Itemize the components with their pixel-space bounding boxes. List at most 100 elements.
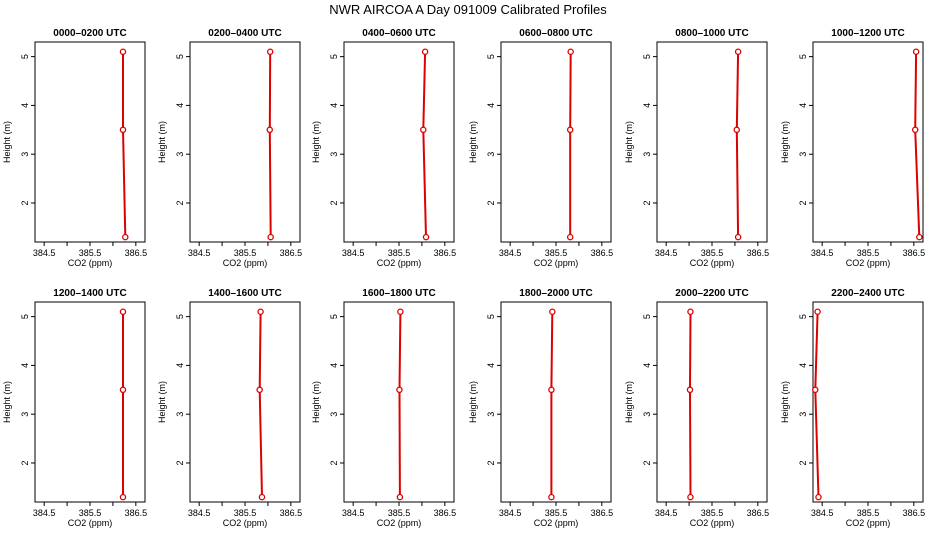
y-axis-label: Height (m) [311,381,321,423]
data-point [733,126,741,134]
y-tick-label: 3 [329,152,339,157]
plot-frame [656,301,768,503]
x-tick-label: 384.5 [811,248,834,258]
data-point [119,386,127,394]
y-tick-label: 2 [329,460,339,465]
panel-title: 2000–2200 UTC [675,288,748,299]
x-axis-label: CO2 (ppm) [68,258,113,268]
x-tick-label: 385.5 [234,508,257,518]
x-axis-label: CO2 (ppm) [223,258,268,268]
y-tick-label: 5 [20,54,30,59]
data-point [266,48,274,56]
profile-line [735,51,740,238]
x-tick-label: 385.5 [545,508,568,518]
y-tick-label: 2 [642,460,652,465]
data-point [119,308,127,316]
x-tick-label: 385.5 [857,508,880,518]
x-tick-label: 384.5 [499,248,522,258]
y-tick-label: 4 [329,363,339,368]
panel-5: 0800–1000 UTC 384.5 385.5 386.5 2 3 4 5 CO2 (ppm… [624,28,769,268]
plot-frame [500,41,612,243]
x-tick-label: 386.5 [747,248,770,258]
x-tick-label: 385.5 [388,248,411,258]
x-tick-label: 385.5 [79,508,102,518]
x-axis-label: CO2 (ppm) [377,258,422,268]
panel-title: 1200–1400 UTC [53,288,126,299]
x-tick-label: 385.5 [234,248,257,258]
chart-title: NWR AIRCOA A Day 091009 Calibrated Profi… [329,2,607,17]
x-tick-label: 384.5 [655,248,678,258]
x-tick-label: 384.5 [499,508,522,518]
data-point [396,493,404,501]
x-tick-label: 385.5 [857,248,880,258]
x-tick-label: 386.5 [591,248,614,258]
data-point [734,233,742,241]
x-tick-label: 384.5 [33,248,56,258]
x-tick-label: 386.5 [903,508,926,518]
y-tick-label: 2 [329,200,339,205]
panel-1: 0000–0200 UTC 384.5 385.5 386.5 2 3 4 5 CO2 (ppm… [2,28,147,268]
data-point [549,308,556,316]
x-tick-label: 386.5 [280,248,303,258]
y-tick-label: 4 [642,363,652,368]
x-axis-label: CO2 (ppm) [534,258,579,268]
plot-frame [343,41,455,243]
y-tick-label: 4 [175,363,185,368]
y-axis-label: Height (m) [2,381,12,423]
y-tick-label: 2 [175,460,185,465]
y-axis-label: Height (m) [311,121,321,163]
data-point [548,386,555,394]
y-tick-label: 3 [642,412,652,417]
panel-title: 1000–1200 UTC [831,28,904,39]
data-point [815,493,822,501]
data-point [686,386,694,394]
x-axis-label: CO2 (ppm) [534,518,579,528]
y-tick-label: 5 [642,314,652,319]
y-tick-label: 4 [329,103,339,108]
panel-6: 1000–1200 UTC 384.5 385.5 386.5 2 3 4 5 CO2 (ppm… [780,28,925,268]
y-tick-label: 3 [175,412,185,417]
y-tick-label: 3 [486,152,496,157]
data-point [119,48,127,56]
x-tick-label: 384.5 [188,248,211,258]
data-point [912,48,920,56]
x-tick-label: 386.5 [434,508,457,518]
panel-title: 0400–0600 UTC [362,28,435,39]
plot-frame [189,301,301,503]
y-axis-label: Height (m) [624,381,634,423]
panel-11: 2000–2200 UTC 384.5 385.5 386.5 2 3 4 5 CO2 (ppm… [624,288,769,528]
y-tick-label: 3 [486,412,496,417]
y-tick-label: 2 [175,200,185,205]
data-point [566,126,574,134]
x-axis-label: CO2 (ppm) [223,518,268,528]
y-tick-label: 5 [175,54,185,59]
x-tick-label: 386.5 [125,508,148,518]
data-point [687,308,694,316]
x-axis-label: CO2 (ppm) [846,518,891,528]
y-tick-label: 3 [175,152,185,157]
y-tick-label: 3 [798,412,808,417]
panel-title: 1400–1600 UTC [208,288,281,299]
y-tick-label: 3 [798,152,808,157]
y-tick-label: 3 [20,412,30,417]
panel-9: 1600–1800 UTC 384.5 385.5 386.5 2 3 4 5 CO2 (ppm… [311,288,456,528]
panel-title: 0200–0400 UTC [208,28,281,39]
data-point [397,308,404,316]
data-point [422,233,430,241]
y-tick-label: 5 [798,54,808,59]
y-tick-label: 3 [329,412,339,417]
y-tick-label: 4 [798,363,808,368]
data-point [812,386,819,394]
profile-line [569,51,572,238]
x-tick-label: 384.5 [655,508,678,518]
data-point [814,308,821,316]
y-tick-label: 5 [175,314,185,319]
y-tick-label: 4 [798,103,808,108]
plot-frame [34,301,146,503]
x-tick-label: 384.5 [342,508,365,518]
profile-line [914,51,921,238]
y-tick-label: 4 [642,103,652,108]
data-point [119,493,127,501]
x-tick-label: 385.5 [79,248,102,258]
